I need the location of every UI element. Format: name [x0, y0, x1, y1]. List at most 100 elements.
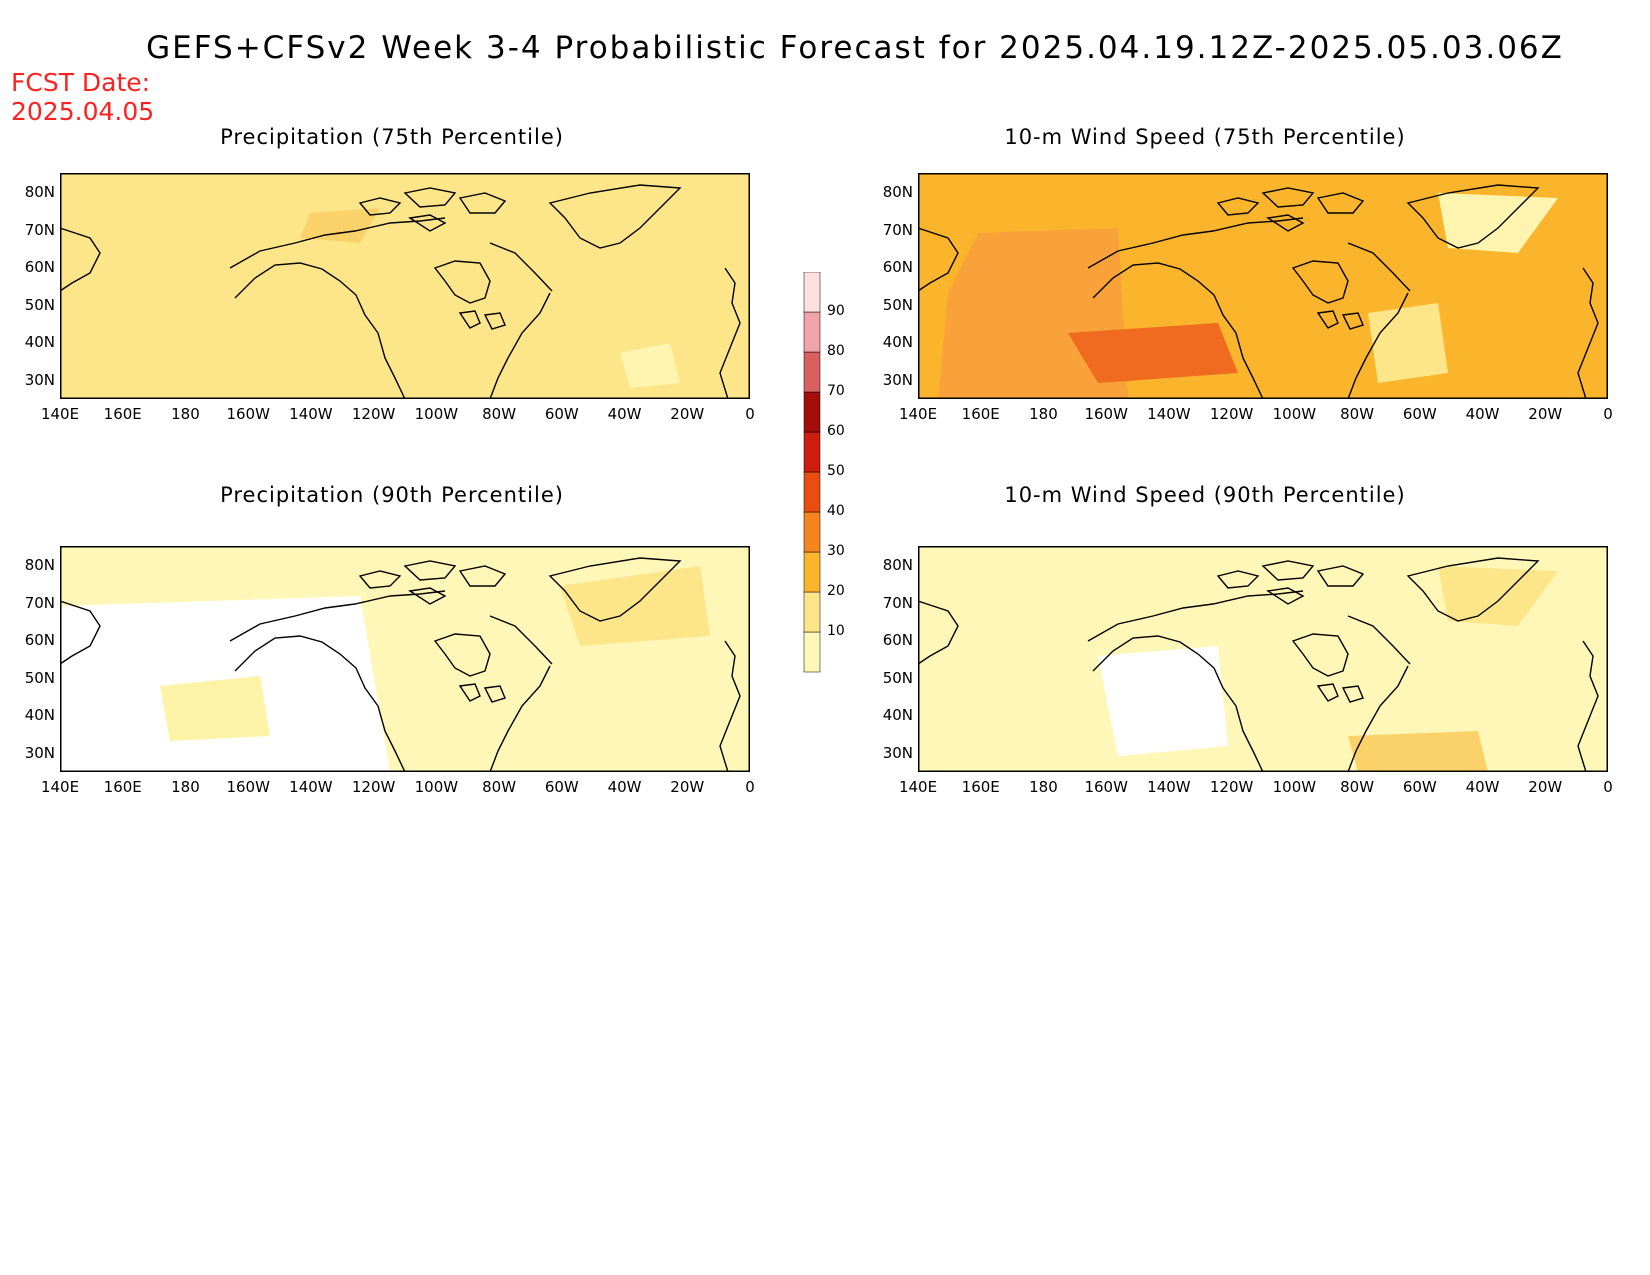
coastline: [918, 600, 959, 665]
coastline: [458, 683, 481, 702]
map-svg: [918, 173, 1608, 399]
colorbar-level-label: 90: [827, 303, 845, 319]
longitude-tick-label: 40W: [607, 405, 642, 423]
coastline: [548, 184, 682, 249]
map-wind-75: [918, 173, 1608, 399]
colorbar-segment: [803, 391, 821, 433]
longitude-tick-label: 180: [1029, 405, 1058, 423]
latitude-tick-label: 40N: [882, 333, 913, 351]
latitude-tick-label: 70N: [882, 220, 913, 239]
colorbar: [803, 272, 821, 673]
map-svg: [60, 173, 750, 399]
longitude-tick-label: 120W: [351, 778, 396, 796]
map-frame: [918, 546, 1608, 772]
coastline: [408, 214, 447, 232]
coastline: [1406, 184, 1540, 249]
longitude-tick-label: 160E: [103, 778, 142, 796]
coastline: [1261, 187, 1315, 208]
coastline: [719, 640, 741, 772]
longitude-tick-label: 140W: [289, 405, 333, 423]
probability-patch: [560, 566, 710, 646]
coastline: [1216, 197, 1260, 216]
map-precip-90: [60, 546, 750, 772]
coastline: [433, 260, 491, 304]
coastline: [403, 187, 457, 208]
coastline: [489, 292, 551, 399]
latitude-tick-label: 80N: [24, 556, 55, 574]
probability-patch: [1098, 646, 1228, 756]
longitude-tick-label: 40W: [607, 778, 642, 796]
latitude-tick-label: 50N: [882, 668, 913, 687]
coastline: [489, 242, 553, 292]
longitude-tick-label: 140E: [40, 778, 80, 796]
forecast-date-value: 2025.04.05: [11, 97, 155, 126]
longitude-tick-label: 0: [745, 405, 755, 423]
probability-patch: [1368, 303, 1448, 383]
map-svg: [60, 546, 750, 772]
map-frame: [60, 173, 750, 399]
longitude-tick-label: 180: [1029, 778, 1058, 796]
coastline: [1266, 587, 1305, 605]
longitude-tick-label: 160E: [103, 405, 142, 423]
longitude-tick-label: 120W: [1209, 405, 1254, 423]
probability-patch: [620, 343, 680, 388]
coastline: [234, 262, 406, 399]
latitude-tick-label: 30N: [24, 743, 55, 762]
longitude-tick-label: 0: [1603, 405, 1613, 423]
coastline: [483, 685, 506, 703]
coastline: [458, 310, 481, 329]
map-svg: [918, 546, 1608, 772]
coastline: [358, 570, 402, 589]
probability-patch: [300, 208, 380, 243]
latitude-tick-label: 50N: [24, 668, 55, 687]
latitude-tick-label: 60N: [882, 631, 913, 649]
coastline: [1216, 570, 1260, 589]
longitude-tick-label: 40W: [1465, 778, 1500, 796]
colorbar-level-label: 40: [827, 503, 845, 519]
coastline: [1347, 242, 1411, 292]
colorbar-segment: [803, 631, 821, 673]
probability-patch: [1438, 566, 1558, 626]
longitude-tick-label: 100W: [414, 405, 459, 423]
longitude-tick-label: 160W: [226, 778, 270, 796]
latitude-tick-label: 80N: [24, 183, 55, 201]
colorbar-segment: [803, 591, 821, 633]
panel-title-precip-75: Precipitation (75th Percentile): [220, 125, 564, 149]
longitude-tick-label: 60W: [1402, 405, 1437, 423]
map-frame: [918, 173, 1608, 399]
coastline: [1347, 292, 1409, 399]
coastline: [1577, 640, 1599, 772]
latitude-tick-label: 70N: [24, 220, 55, 239]
colorbar-segment: [803, 272, 821, 313]
latitude-tick-label: 50N: [24, 295, 55, 314]
colorbar-level-label: 30: [827, 543, 845, 559]
colorbar-segment: [803, 551, 821, 593]
latitude-tick-label: 40N: [24, 706, 55, 724]
latitude-tick-label: 80N: [882, 556, 913, 574]
longitude-tick-label: 20W: [1528, 405, 1563, 423]
panel-title-wind-75: 10-m Wind Speed (75th Percentile): [1004, 125, 1406, 149]
map-frame: [60, 546, 750, 772]
coastline: [548, 557, 682, 622]
latitude-tick-label: 60N: [24, 258, 55, 276]
latitude-tick-label: 30N: [882, 743, 913, 762]
longitude-tick-label: 120W: [351, 405, 396, 423]
longitude-tick-label: 140E: [898, 778, 938, 796]
coastline: [1291, 633, 1349, 677]
coastline: [458, 565, 507, 587]
longitude-tick-label: 160W: [1084, 778, 1128, 796]
panel-title-wind-90: 10-m Wind Speed (90th Percentile): [1004, 483, 1406, 507]
latitude-tick-label: 60N: [24, 631, 55, 649]
longitude-tick-label: 140E: [898, 405, 938, 423]
colorbar-level-label: 60: [827, 423, 845, 439]
latitude-tick-label: 70N: [24, 593, 55, 612]
coastline: [433, 633, 491, 677]
probability-patch: [1348, 731, 1488, 772]
forecast-date-block: FCST Date: 2025.04.05: [11, 68, 154, 126]
longitude-tick-label: 80W: [1340, 405, 1375, 423]
coastline: [1092, 635, 1264, 772]
longitude-tick-label: 20W: [670, 405, 705, 423]
coastline: [403, 560, 457, 581]
panel-title-precip-90: Precipitation (90th Percentile): [220, 483, 564, 507]
coastline: [1316, 310, 1339, 329]
